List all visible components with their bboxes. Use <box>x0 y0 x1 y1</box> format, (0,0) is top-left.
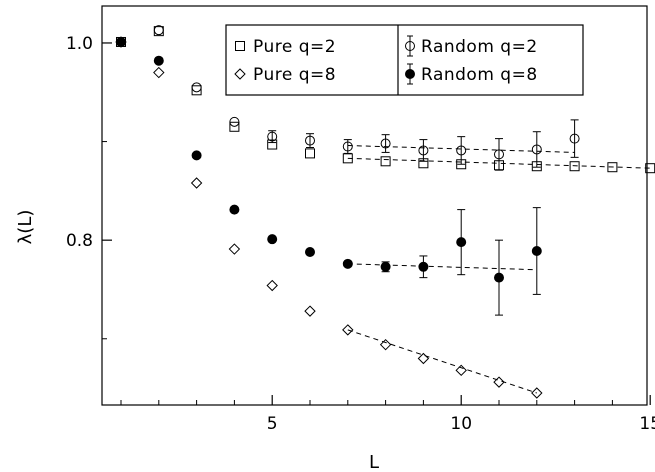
data-point-s1-9 <box>455 364 467 377</box>
data-point-s3-11 <box>531 246 542 257</box>
data-point-s0-4 <box>267 139 278 150</box>
data-point-s3-7 <box>380 261 391 272</box>
data-point-s2-12 <box>569 133 580 144</box>
fit-line-series-3 <box>347 263 537 271</box>
data-point-s1-10 <box>493 376 505 388</box>
data-point-s0-12 <box>569 161 580 172</box>
y-ticks: 0.8 1.0 <box>66 34 112 340</box>
data-point-s3-2 <box>191 150 202 161</box>
data-markers <box>115 25 655 399</box>
legend-marker-0 <box>235 41 245 51</box>
data-point-s1-8 <box>417 352 430 365</box>
data-point-s2-4 <box>267 131 278 142</box>
legend-label-random-q2: Random q=2 <box>421 37 538 57</box>
data-point-s3-8 <box>418 261 429 272</box>
x-tick-label-15: 15 <box>639 414 655 434</box>
data-point-s0-8 <box>418 158 429 169</box>
data-point-s0-11 <box>531 161 542 172</box>
data-point-s1-1 <box>153 66 165 79</box>
data-point-s2-2 <box>191 82 202 93</box>
data-point-s3-3 <box>229 204 240 215</box>
data-point-s3-0 <box>116 36 126 47</box>
data-point-s2-8 <box>418 145 429 156</box>
data-point-s1-11 <box>531 387 543 399</box>
data-point-s1-7 <box>379 338 392 351</box>
legend-marker-3 <box>405 69 415 79</box>
data-point-s0-2 <box>191 85 202 96</box>
data-point-s2-10 <box>494 149 504 160</box>
data-point-s3-10 <box>494 272 504 283</box>
data-point-s0-10 <box>494 160 504 171</box>
legend-marker-1 <box>234 68 246 80</box>
data-point-s3-5 <box>305 247 315 258</box>
data-point-s2-11 <box>531 144 542 155</box>
legend-label-pure-q2: Pure q=2 <box>253 37 336 57</box>
data-point-s2-3 <box>229 116 240 127</box>
data-point-s1-2 <box>190 177 203 189</box>
x-tick-label-5: 5 <box>267 414 278 434</box>
data-point-s2-9 <box>456 145 467 156</box>
y-tick-label-0.8: 0.8 <box>66 231 93 251</box>
legend: Pure q=2 Pure q=8 Random q=2 Random q=8 <box>225 24 584 96</box>
x-axis-label: L <box>369 452 379 472</box>
data-point-s0-9 <box>456 159 467 170</box>
data-point-s2-7 <box>380 138 391 149</box>
fit-line-series-1 <box>347 329 537 394</box>
data-point-s0-5 <box>305 148 315 159</box>
data-point-s0-7 <box>380 156 391 167</box>
data-point-s0-3 <box>229 121 240 132</box>
data-point-s1-4 <box>266 279 278 292</box>
data-point-s1-3 <box>228 243 241 255</box>
data-point-s2-5 <box>305 135 315 146</box>
legend-marker-2 <box>405 41 415 51</box>
data-point-s1-5 <box>304 305 316 317</box>
data-point-s2-6 <box>342 141 353 152</box>
data-point-s0-13 <box>607 162 618 173</box>
y-axis-label: λ(L) <box>15 210 36 245</box>
data-point-s1-6 <box>342 324 354 336</box>
y-tick-label-1: 1.0 <box>66 34 93 54</box>
data-point-s3-1 <box>153 55 164 66</box>
fit-line-series-0 <box>347 157 651 169</box>
legend-label-random-q8: Random q=8 <box>421 65 538 85</box>
x-tick-label-10: 10 <box>450 414 472 434</box>
data-point-s3-4 <box>267 234 278 245</box>
data-point-s3-6 <box>342 258 353 269</box>
x-ticks: 5 10 15 <box>120 395 655 434</box>
legend-box <box>225 24 584 96</box>
legend-label-pure-q8: Pure q=8 <box>253 65 336 85</box>
plot-frame <box>101 5 648 406</box>
data-point-s2-1 <box>153 25 164 36</box>
data-point-s0-6 <box>342 153 353 164</box>
data-point-s3-9 <box>456 237 467 248</box>
